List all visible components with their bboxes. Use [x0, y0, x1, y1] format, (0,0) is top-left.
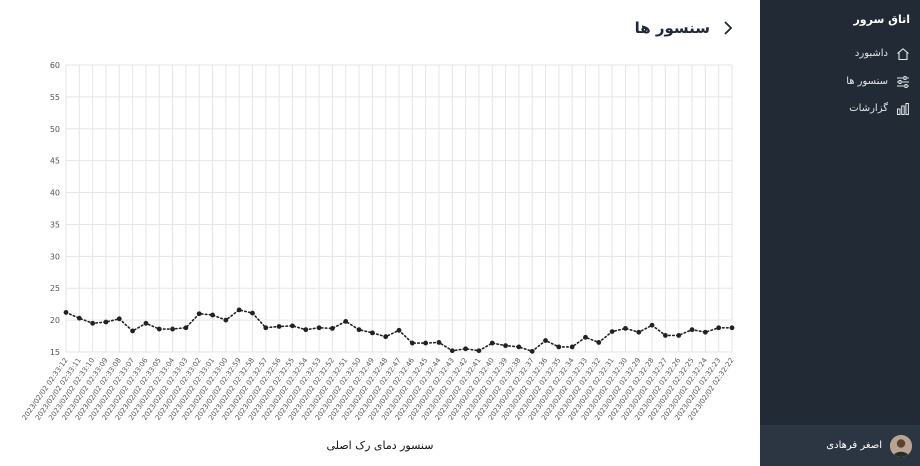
data-point — [623, 326, 628, 331]
data-point — [263, 325, 269, 331]
data-point — [250, 310, 255, 316]
data-point — [196, 311, 202, 317]
y-tick-label: 35 — [50, 220, 60, 229]
y-tick-label: 20 — [50, 316, 60, 325]
data-point — [716, 325, 722, 331]
data-point — [649, 322, 655, 328]
avatar[interactable] — [890, 434, 912, 457]
user-profile[interactable]: اصغر فرهادی — [760, 425, 920, 466]
sidebar: اتاق سرور داشبورد سنسور ها گزارشات — [760, 0, 920, 466]
sidebar-item-sensors[interactable]: سنسور ها — [760, 70, 920, 92]
data-point — [556, 344, 562, 350]
y-tick-label: 15 — [50, 348, 60, 357]
data-point — [130, 328, 136, 334]
main-content: سنسور ها 15 20 25 30 35 40 45 50 55 60 2023/02/02 … — [0, 16, 760, 466]
data-point — [156, 326, 162, 332]
home-icon — [896, 46, 910, 61]
y-tick-label: 60 — [50, 61, 60, 70]
data-point — [90, 320, 96, 326]
data-point — [583, 334, 588, 340]
chevron-right-icon[interactable] — [720, 20, 736, 36]
data-point — [276, 324, 282, 329]
sliders-icon — [896, 74, 910, 88]
data-point — [729, 325, 735, 331]
data-point — [449, 348, 455, 354]
data-point — [290, 323, 295, 329]
data-point — [636, 329, 642, 335]
page-title: سنسور ها — [634, 19, 710, 37]
data-point — [409, 340, 415, 346]
data-point — [369, 330, 375, 336]
data-point — [356, 327, 362, 333]
data-point — [702, 329, 708, 335]
data-point — [676, 333, 682, 338]
sidebar-item-label: سنسور ها — [846, 75, 888, 87]
data-point — [423, 340, 429, 346]
data-point — [543, 338, 548, 343]
data-point — [396, 327, 402, 333]
temperature-chart: 15 20 25 30 35 40 45 50 55 60 2023/02/02 02:33:12 2… — [0, 55, 760, 466]
data-point — [303, 327, 309, 333]
chart-x-label: سنسور دمای رک اصلی — [326, 439, 434, 452]
data-point — [116, 316, 122, 322]
data-point — [210, 312, 215, 318]
data-point — [463, 346, 468, 352]
data-point — [476, 348, 482, 354]
data-point — [143, 320, 149, 326]
y-tick-label: 40 — [50, 189, 60, 198]
data-point — [569, 344, 575, 350]
data-point — [489, 340, 495, 346]
data-point — [103, 319, 109, 325]
data-point — [236, 307, 242, 313]
data-point — [330, 326, 335, 331]
data-point — [596, 340, 602, 345]
data-point — [529, 348, 535, 354]
sidebar-brand: اتاق سرور — [853, 13, 910, 26]
data-point — [76, 315, 82, 321]
data-point — [516, 344, 522, 350]
data-point — [436, 340, 442, 345]
data-point — [170, 326, 175, 332]
y-tick-label: 30 — [50, 252, 60, 261]
data-point — [383, 334, 389, 340]
data-point — [503, 343, 508, 349]
data-point — [183, 325, 189, 331]
data-point — [689, 327, 695, 333]
sidebar-item-reports[interactable]: گزارشات — [760, 97, 920, 119]
data-point — [663, 333, 668, 338]
sidebar-item-label: داشبورد — [854, 47, 888, 59]
y-tick-label: 55 — [50, 93, 60, 102]
page-header: سنسور ها — [635, 16, 736, 40]
data-point — [609, 329, 615, 334]
data-point — [316, 325, 322, 331]
data-point — [63, 310, 69, 315]
data-point — [223, 317, 229, 323]
y-tick-label: 50 — [50, 125, 60, 134]
y-tick-label: 45 — [50, 157, 60, 166]
y-tick-label: 25 — [50, 284, 60, 293]
sidebar-item-label: گزارشات — [849, 102, 888, 114]
sidebar-item-dashboard[interactable]: داشبورد — [760, 42, 920, 64]
user-name: اصغر فرهادی — [826, 440, 882, 451]
bar-chart-icon — [896, 101, 910, 115]
data-point — [343, 318, 349, 324]
